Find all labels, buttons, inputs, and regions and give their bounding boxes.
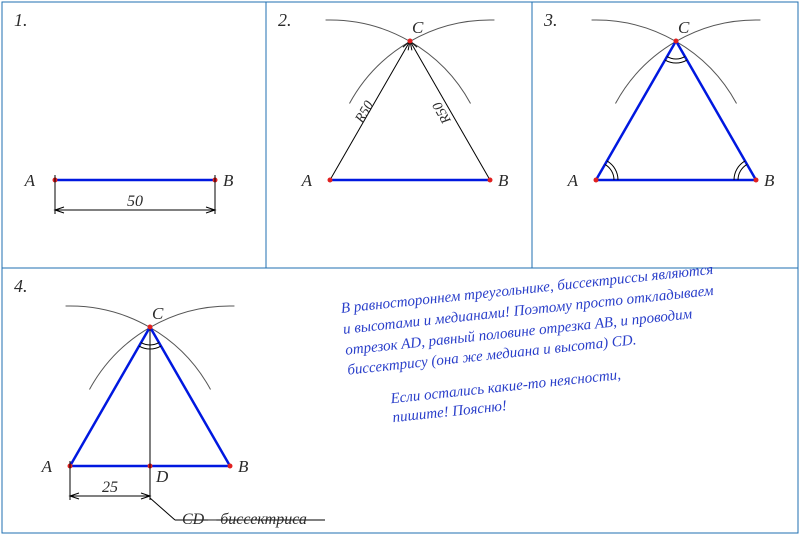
svg-text:25: 25: [102, 479, 118, 496]
svg-text:A: A: [301, 171, 313, 190]
svg-text:R50: R50: [352, 99, 377, 127]
svg-text:A: A: [41, 457, 53, 476]
svg-text:A: A: [567, 171, 579, 190]
svg-text:C: C: [412, 18, 424, 37]
svg-text:50: 50: [127, 193, 143, 210]
svg-text:B: B: [498, 171, 509, 190]
svg-text:D: D: [155, 467, 169, 486]
svg-text:B: B: [764, 171, 775, 190]
svg-text:B: B: [238, 457, 249, 476]
svg-text:C: C: [152, 304, 164, 323]
svg-text:CD – биссектриса: CD – биссектриса: [182, 511, 307, 528]
svg-text:A: A: [24, 171, 36, 190]
svg-text:C: C: [678, 18, 690, 37]
svg-text:B: B: [223, 171, 234, 190]
page: 1. 2. 3. 4. AB50R50R50ABCABCABCD25CD – б…: [0, 0, 800, 535]
